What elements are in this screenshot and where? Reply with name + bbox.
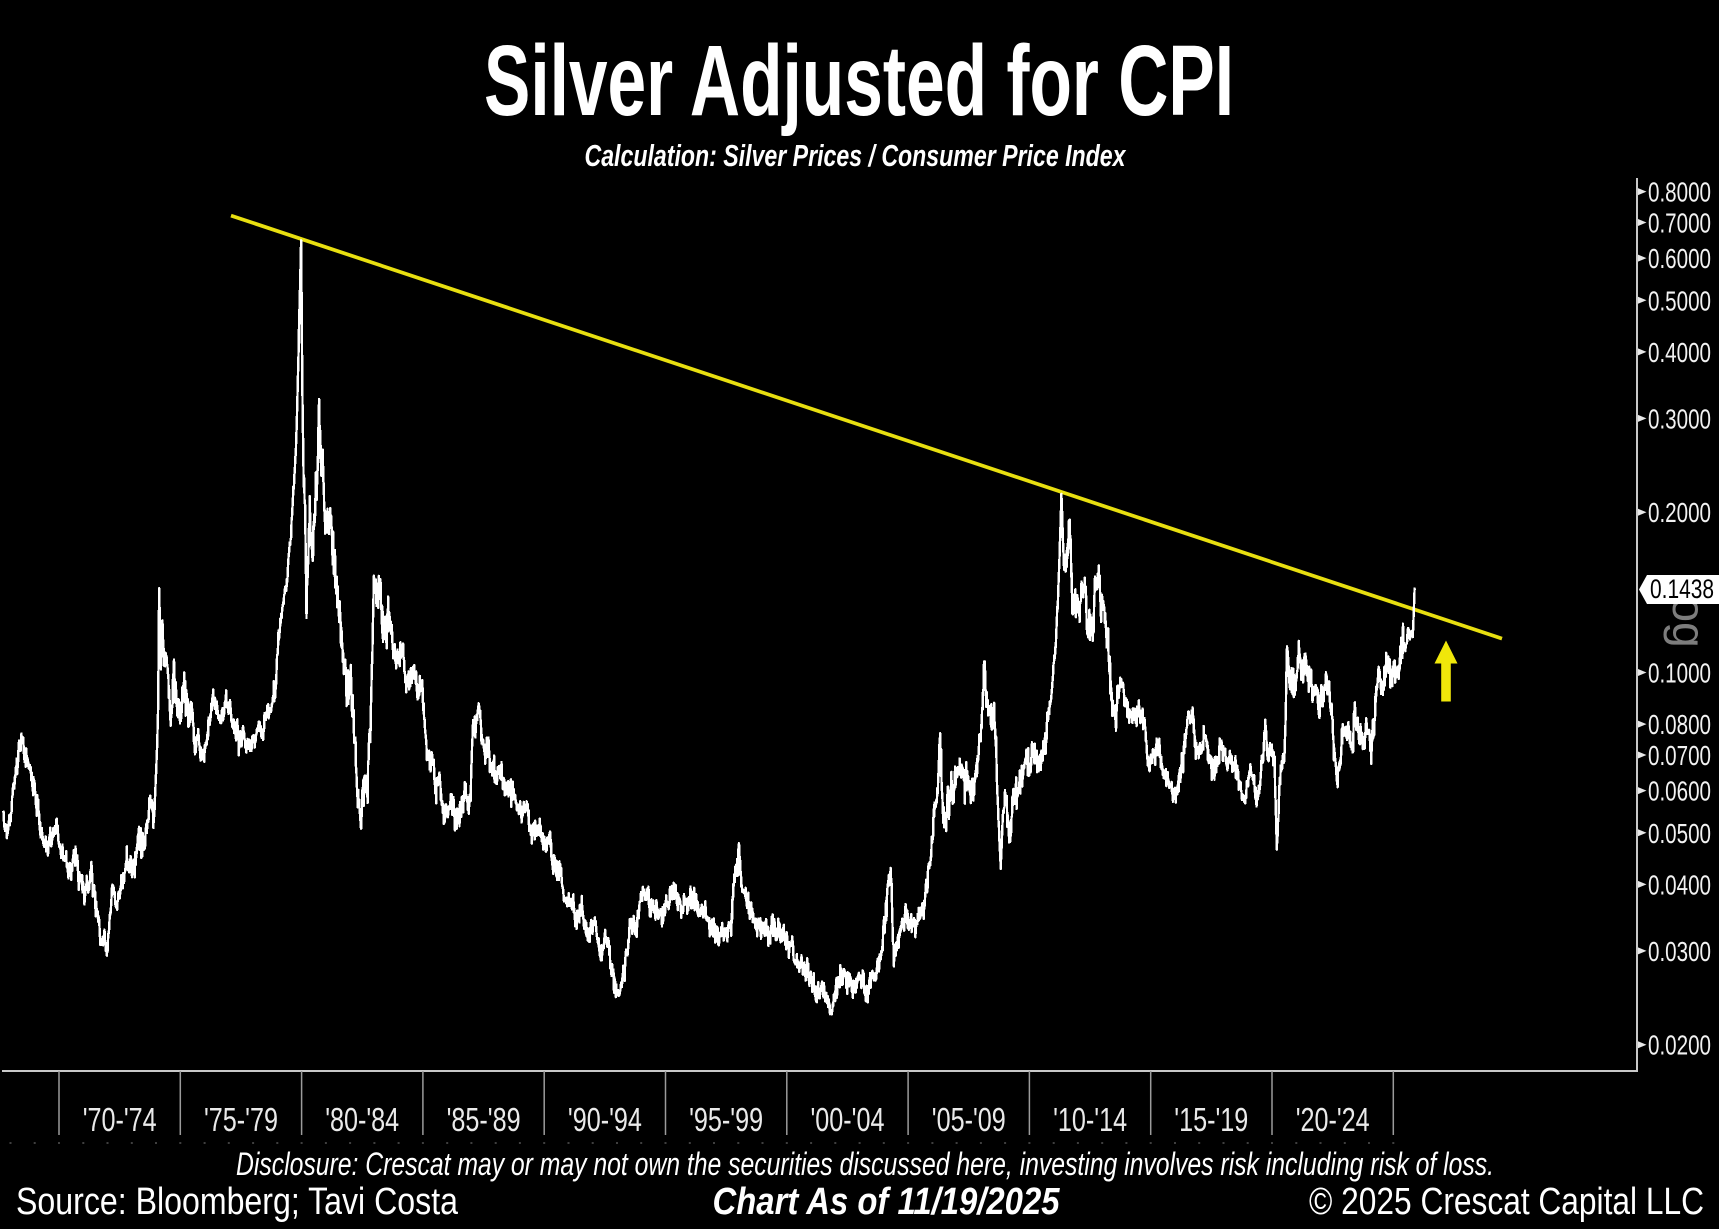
svg-text:0.0200: 0.0200 — [1648, 1030, 1711, 1061]
svg-text:0.0600: 0.0600 — [1648, 776, 1711, 807]
svg-text:Chart As of 11/19/2025: Chart As of 11/19/2025 — [713, 1181, 1061, 1223]
svg-text:0.7000: 0.7000 — [1648, 208, 1711, 239]
svg-text:'20-'24: '20-'24 — [1296, 1101, 1370, 1138]
svg-text:0.0400: 0.0400 — [1648, 869, 1711, 900]
svg-text:0.2000: 0.2000 — [1648, 497, 1711, 528]
svg-text:0.1438: 0.1438 — [1650, 574, 1714, 604]
svg-text:'95-'99: '95-'99 — [689, 1101, 763, 1138]
svg-text:0.0700: 0.0700 — [1648, 740, 1711, 771]
svg-text:0.8000: 0.8000 — [1648, 177, 1711, 208]
svg-text:0.0500: 0.0500 — [1648, 818, 1711, 849]
svg-text:'90-'94: '90-'94 — [568, 1101, 642, 1138]
svg-text:0.4000: 0.4000 — [1648, 337, 1711, 368]
svg-text:Source: Bloomberg; Tavi Costa: Source: Bloomberg; Tavi Costa — [16, 1181, 459, 1223]
svg-text:0.0800: 0.0800 — [1648, 709, 1711, 740]
svg-text:'80-'84: '80-'84 — [325, 1101, 399, 1138]
svg-text:Silver Adjusted for CPI: Silver Adjusted for CPI — [484, 25, 1234, 137]
svg-text:'85-'89: '85-'89 — [447, 1101, 521, 1138]
svg-text:'15-'19: '15-'19 — [1174, 1101, 1248, 1138]
svg-text:'00-'04: '00-'04 — [811, 1101, 885, 1138]
svg-text:'70-'74: '70-'74 — [83, 1101, 157, 1138]
svg-text:0.3000: 0.3000 — [1648, 403, 1711, 434]
svg-text:Disclosure: Crescat may or may: Disclosure: Crescat may or may not own t… — [236, 1146, 1494, 1182]
svg-text:© 2025 Crescat Capital LLC: © 2025 Crescat Capital LLC — [1309, 1181, 1704, 1223]
svg-text:Calculation: Silver Prices / C: Calculation: Silver Prices / Consumer Pr… — [585, 138, 1127, 173]
svg-text:0.0300: 0.0300 — [1648, 936, 1711, 967]
svg-text:0.6000: 0.6000 — [1648, 243, 1711, 274]
svg-text:'75-'79: '75-'79 — [204, 1101, 278, 1138]
svg-text:'05-'09: '05-'09 — [932, 1101, 1006, 1138]
svg-text:0.1000: 0.1000 — [1648, 658, 1711, 689]
svg-text:0.5000: 0.5000 — [1648, 285, 1711, 316]
svg-text:'10-'14: '10-'14 — [1053, 1101, 1127, 1138]
